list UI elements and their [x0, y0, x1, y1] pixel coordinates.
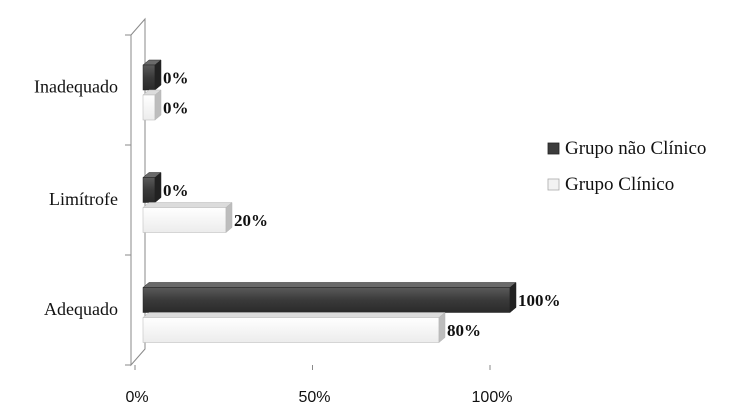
legend-label-grupo-nao-clinico: Grupo não Clínico [565, 138, 706, 159]
bar-grupo-clinico-limitrofe [142, 201, 233, 234]
bar-grupo-clinico-adequado [142, 311, 446, 344]
bar-front-face [142, 94, 156, 121]
x-tick-label-0: 0% [125, 389, 148, 406]
labels-group: 0% 0% Inadequado 0% 20% Limítrofe 100% 80% Adequ… [34, 69, 560, 407]
x-tick-label-1: 50% [298, 389, 330, 406]
data-label-grupo-nao-clinico-inadequado: 0% [163, 69, 189, 88]
legend-swatch-grupo-nao-clinico [547, 142, 560, 155]
bar-side-face [154, 59, 162, 91]
bar-top-face [142, 282, 517, 288]
bar-side-face [154, 171, 162, 204]
bar-front-face [142, 207, 227, 233]
data-label-grupo-clinico-adequado: 80% [447, 321, 481, 340]
x-tick-label-2: 100% [472, 389, 513, 406]
legend: Grupo não Clínico Grupo Clínico [547, 138, 706, 195]
bar-side-face [154, 89, 162, 121]
bar-grupo-nao-clinico-inadequado [142, 59, 162, 91]
bar-grupo-nao-clinico-limitrofe [142, 171, 162, 204]
bar-front-face [142, 287, 511, 313]
data-label-grupo-nao-clinico-limitrofe: 0% [163, 181, 189, 200]
legend-swatch-grupo-clinico [547, 178, 560, 191]
category-label-limitrofe: Limítrofe [49, 189, 118, 209]
bar-front-face [142, 64, 156, 91]
data-label-grupo-clinico-limitrofe: 20% [234, 211, 268, 230]
bar-side-face [225, 201, 233, 234]
bar-grupo-nao-clinico-adequado [142, 281, 517, 314]
category-label-adequado: Adequado [44, 299, 118, 319]
data-label-grupo-nao-clinico-adequado: 100% [518, 291, 561, 310]
bar-top-face [142, 312, 446, 318]
bar-grupo-clinico-inadequado [142, 89, 162, 121]
bar-front-face [142, 317, 440, 343]
legend-label-grupo-clinico: Grupo Clínico [565, 174, 674, 195]
bar-front-face [142, 177, 156, 203]
chart-walls [125, 17, 491, 370]
category-label-inadequado: Inadequado [34, 77, 118, 97]
bar-side-face [438, 311, 446, 344]
bar-top-face [142, 202, 233, 208]
bar-side-face [509, 281, 517, 314]
data-label-grupo-clinico-inadequado: 0% [163, 99, 189, 118]
bars-group [142, 59, 517, 344]
